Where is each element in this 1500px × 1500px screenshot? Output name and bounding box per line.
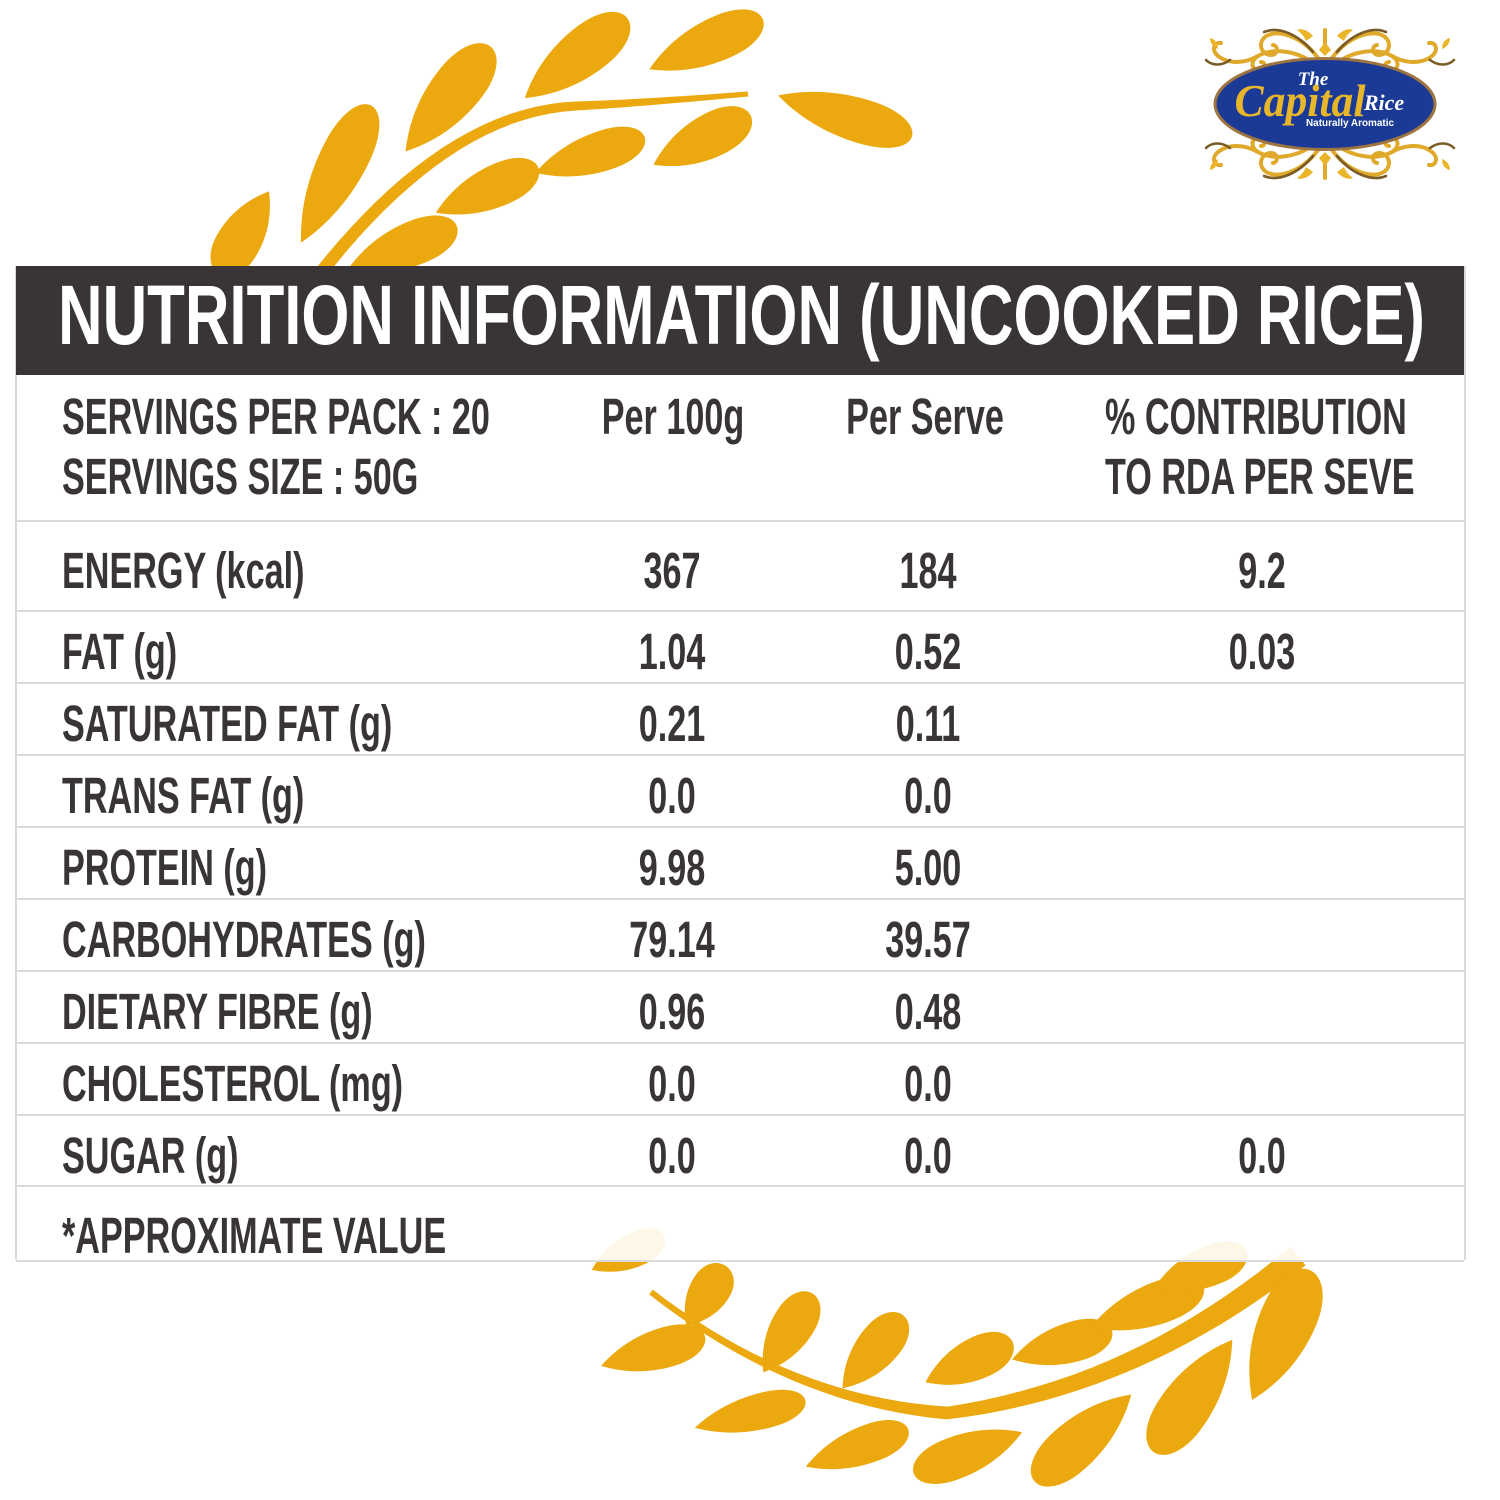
svg-text:Capital: Capital (1235, 76, 1366, 126)
svg-text:Rice: Rice (1363, 90, 1405, 115)
svg-text:The: The (1298, 69, 1329, 90)
svg-text:Naturally Aromatic: Naturally Aromatic (1306, 117, 1394, 129)
